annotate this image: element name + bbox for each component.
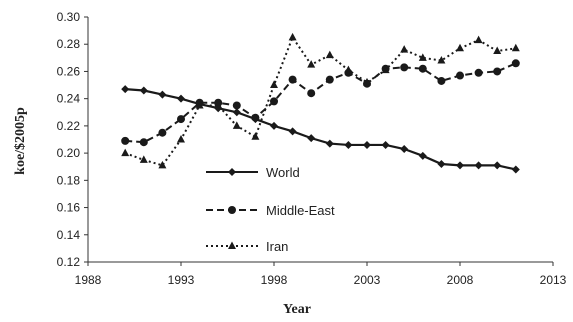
data-point: [437, 76, 446, 85]
data-point: [307, 60, 316, 68]
legend-label: Middle-East: [266, 203, 335, 218]
data-point: [456, 161, 464, 170]
data-point: [381, 140, 390, 149]
data-point: [121, 85, 130, 94]
data-point: [325, 139, 334, 148]
data-point: [456, 71, 464, 80]
data-point: [232, 108, 241, 117]
series-world: [121, 85, 520, 174]
data-point: [363, 140, 371, 149]
data-point: [121, 148, 130, 157]
series-line: [125, 88, 517, 171]
data-point: [177, 115, 185, 124]
data-point: [418, 151, 427, 160]
data-point: [511, 59, 520, 68]
x-axis-title: Year: [283, 302, 311, 317]
series-iran: [121, 32, 520, 169]
data-point: [344, 65, 353, 74]
data-point: [437, 160, 446, 168]
tick-labels: 0.12 0.14 0.16 0.18 0.20 0.22 0.24 0.26 0.28 0.30…: [57, 10, 567, 287]
data-point: [139, 155, 148, 163]
chart-legend: World Middle-East Iran: [206, 165, 335, 254]
x-tick-label: 1993: [168, 273, 195, 287]
x-tick-label: 2008: [447, 273, 474, 287]
data-point: [418, 64, 427, 73]
y-tick-label: 0.14: [57, 228, 81, 242]
data-point: [270, 97, 278, 106]
data-series: [121, 32, 520, 174]
data-point: [158, 160, 167, 169]
data-point: [456, 43, 464, 52]
data-point: [381, 65, 390, 74]
data-point: [232, 121, 241, 129]
series-middle-east: [121, 59, 520, 147]
data-point: [251, 132, 260, 140]
data-point: [214, 100, 223, 109]
data-point: [158, 128, 167, 137]
data-point: [158, 90, 167, 99]
legend-swatch-marker: [228, 206, 236, 214]
data-point: [232, 101, 241, 110]
chart-axes: [84, 16, 554, 266]
data-point: [139, 86, 148, 95]
data-point: [437, 56, 446, 64]
x-tick-label: 1998: [261, 273, 288, 287]
data-point: [307, 134, 316, 143]
data-point: [195, 100, 204, 109]
y-tick-label: 0.30: [57, 10, 81, 24]
data-point: [474, 161, 483, 170]
legend-label: World: [266, 165, 300, 180]
data-point: [139, 138, 148, 147]
data-point: [400, 63, 409, 72]
legend-item: World: [206, 165, 300, 180]
data-point: [511, 43, 520, 52]
data-point: [344, 140, 353, 149]
legend-item: Iran: [206, 239, 288, 254]
y-tick-label: 0.26: [57, 64, 81, 78]
data-point: [418, 53, 427, 61]
data-point: [493, 67, 502, 76]
data-point: [325, 75, 334, 84]
data-point: [493, 161, 502, 170]
data-point: [288, 127, 297, 136]
x-tick-label: 2013: [540, 273, 567, 287]
data-point: [251, 113, 260, 122]
x-tick-label: 1988: [75, 273, 102, 287]
data-point: [307, 89, 316, 98]
legend-swatch-marker: [228, 241, 236, 249]
data-point: [288, 75, 297, 84]
data-point: [177, 94, 185, 103]
data-point: [121, 136, 130, 145]
data-point: [400, 45, 409, 53]
series-line: [124, 35, 516, 167]
data-point: [474, 68, 483, 77]
data-point: [288, 32, 297, 41]
y-tick-label: 0.18: [57, 173, 81, 187]
y-tick-label: 0.28: [57, 37, 81, 51]
y-tick-label: 0.24: [57, 92, 81, 106]
y-tick-label: 0.16: [57, 201, 81, 215]
y-tick-label: 0.20: [57, 146, 81, 160]
series-line: [125, 62, 517, 144]
y-tick-label: 0.12: [57, 255, 81, 269]
data-point: [511, 165, 520, 174]
data-point: [493, 46, 502, 55]
y-axis-title: koe/$2005p: [13, 107, 28, 175]
data-point: [270, 80, 278, 89]
y-tick-label: 0.22: [57, 119, 81, 133]
data-point: [363, 77, 371, 86]
legend-item: Middle-East: [206, 203, 335, 218]
data-point: [474, 35, 483, 44]
data-point: [270, 121, 278, 130]
x-tick-label: 2003: [354, 273, 381, 287]
data-point: [400, 145, 409, 154]
legend-label: Iran: [266, 239, 288, 254]
data-point: [177, 135, 185, 143]
legend-swatch-marker: [228, 168, 236, 176]
data-point: [325, 50, 334, 59]
